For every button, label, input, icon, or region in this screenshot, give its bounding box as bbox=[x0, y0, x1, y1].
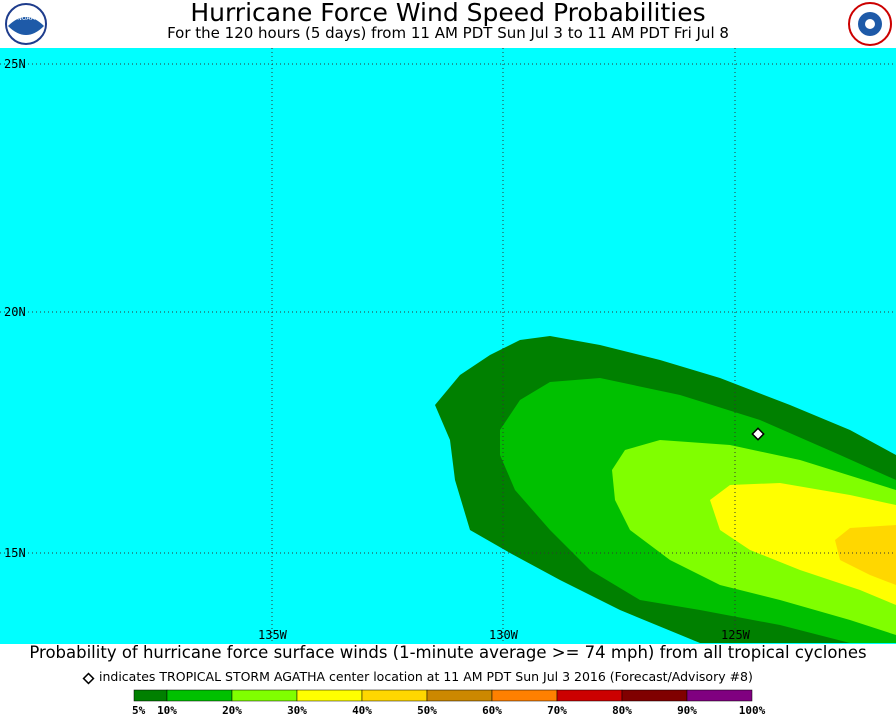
lat-label: 20N bbox=[4, 305, 26, 319]
legend-label: 40% bbox=[352, 704, 372, 716]
storm-marker bbox=[751, 427, 765, 441]
caption: Probability of hurricane force surface w… bbox=[29, 643, 866, 662]
legend-swatch bbox=[556, 689, 623, 702]
legend-label: 30% bbox=[287, 704, 307, 716]
legend-swatch bbox=[621, 689, 688, 702]
noaa-logo: NOAA bbox=[5, 3, 47, 45]
lat-label: 25N bbox=[4, 57, 26, 71]
legend-swatch bbox=[686, 689, 753, 702]
graticule bbox=[0, 48, 896, 643]
legend-label: 90% bbox=[677, 704, 697, 716]
legend-label: 80% bbox=[612, 704, 632, 716]
legend-swatch bbox=[491, 689, 558, 702]
lon-label: 125W bbox=[721, 628, 751, 642]
legend-label: 20% bbox=[222, 704, 242, 716]
contour-40 bbox=[835, 525, 896, 585]
lat-label: 15N bbox=[4, 546, 26, 560]
title: Hurricane Force Wind Speed Probabilities bbox=[190, 0, 705, 27]
nws-logo bbox=[848, 2, 892, 46]
legend-swatch bbox=[296, 689, 363, 702]
legend-label: 60% bbox=[482, 704, 502, 716]
lon-label: 130W bbox=[489, 628, 519, 642]
subtitle: For the 120 hours (5 days) from 11 AM PD… bbox=[167, 24, 729, 42]
legend-label: 50% bbox=[417, 704, 437, 716]
legend-swatch bbox=[133, 689, 168, 702]
legend: 5% 10% 20% 30% 40% 50% 60% 70% 80% 90% 100% bbox=[132, 689, 766, 716]
legend-swatch bbox=[361, 689, 428, 702]
marker-note: indicates TROPICAL STORM AGATHA center l… bbox=[99, 669, 753, 684]
contour-30 bbox=[710, 483, 896, 605]
marker-key bbox=[82, 672, 95, 685]
legend-swatch bbox=[166, 689, 233, 702]
legend-label: 70% bbox=[547, 704, 567, 716]
legend-label: 10% bbox=[157, 704, 177, 716]
legend-swatch bbox=[231, 689, 298, 702]
svg-text:NOAA: NOAA bbox=[17, 15, 35, 22]
lon-label: 135W bbox=[258, 628, 288, 642]
legend-label: 5% bbox=[132, 704, 146, 716]
legend-label: 100% bbox=[739, 704, 766, 716]
legend-swatch bbox=[426, 689, 493, 702]
